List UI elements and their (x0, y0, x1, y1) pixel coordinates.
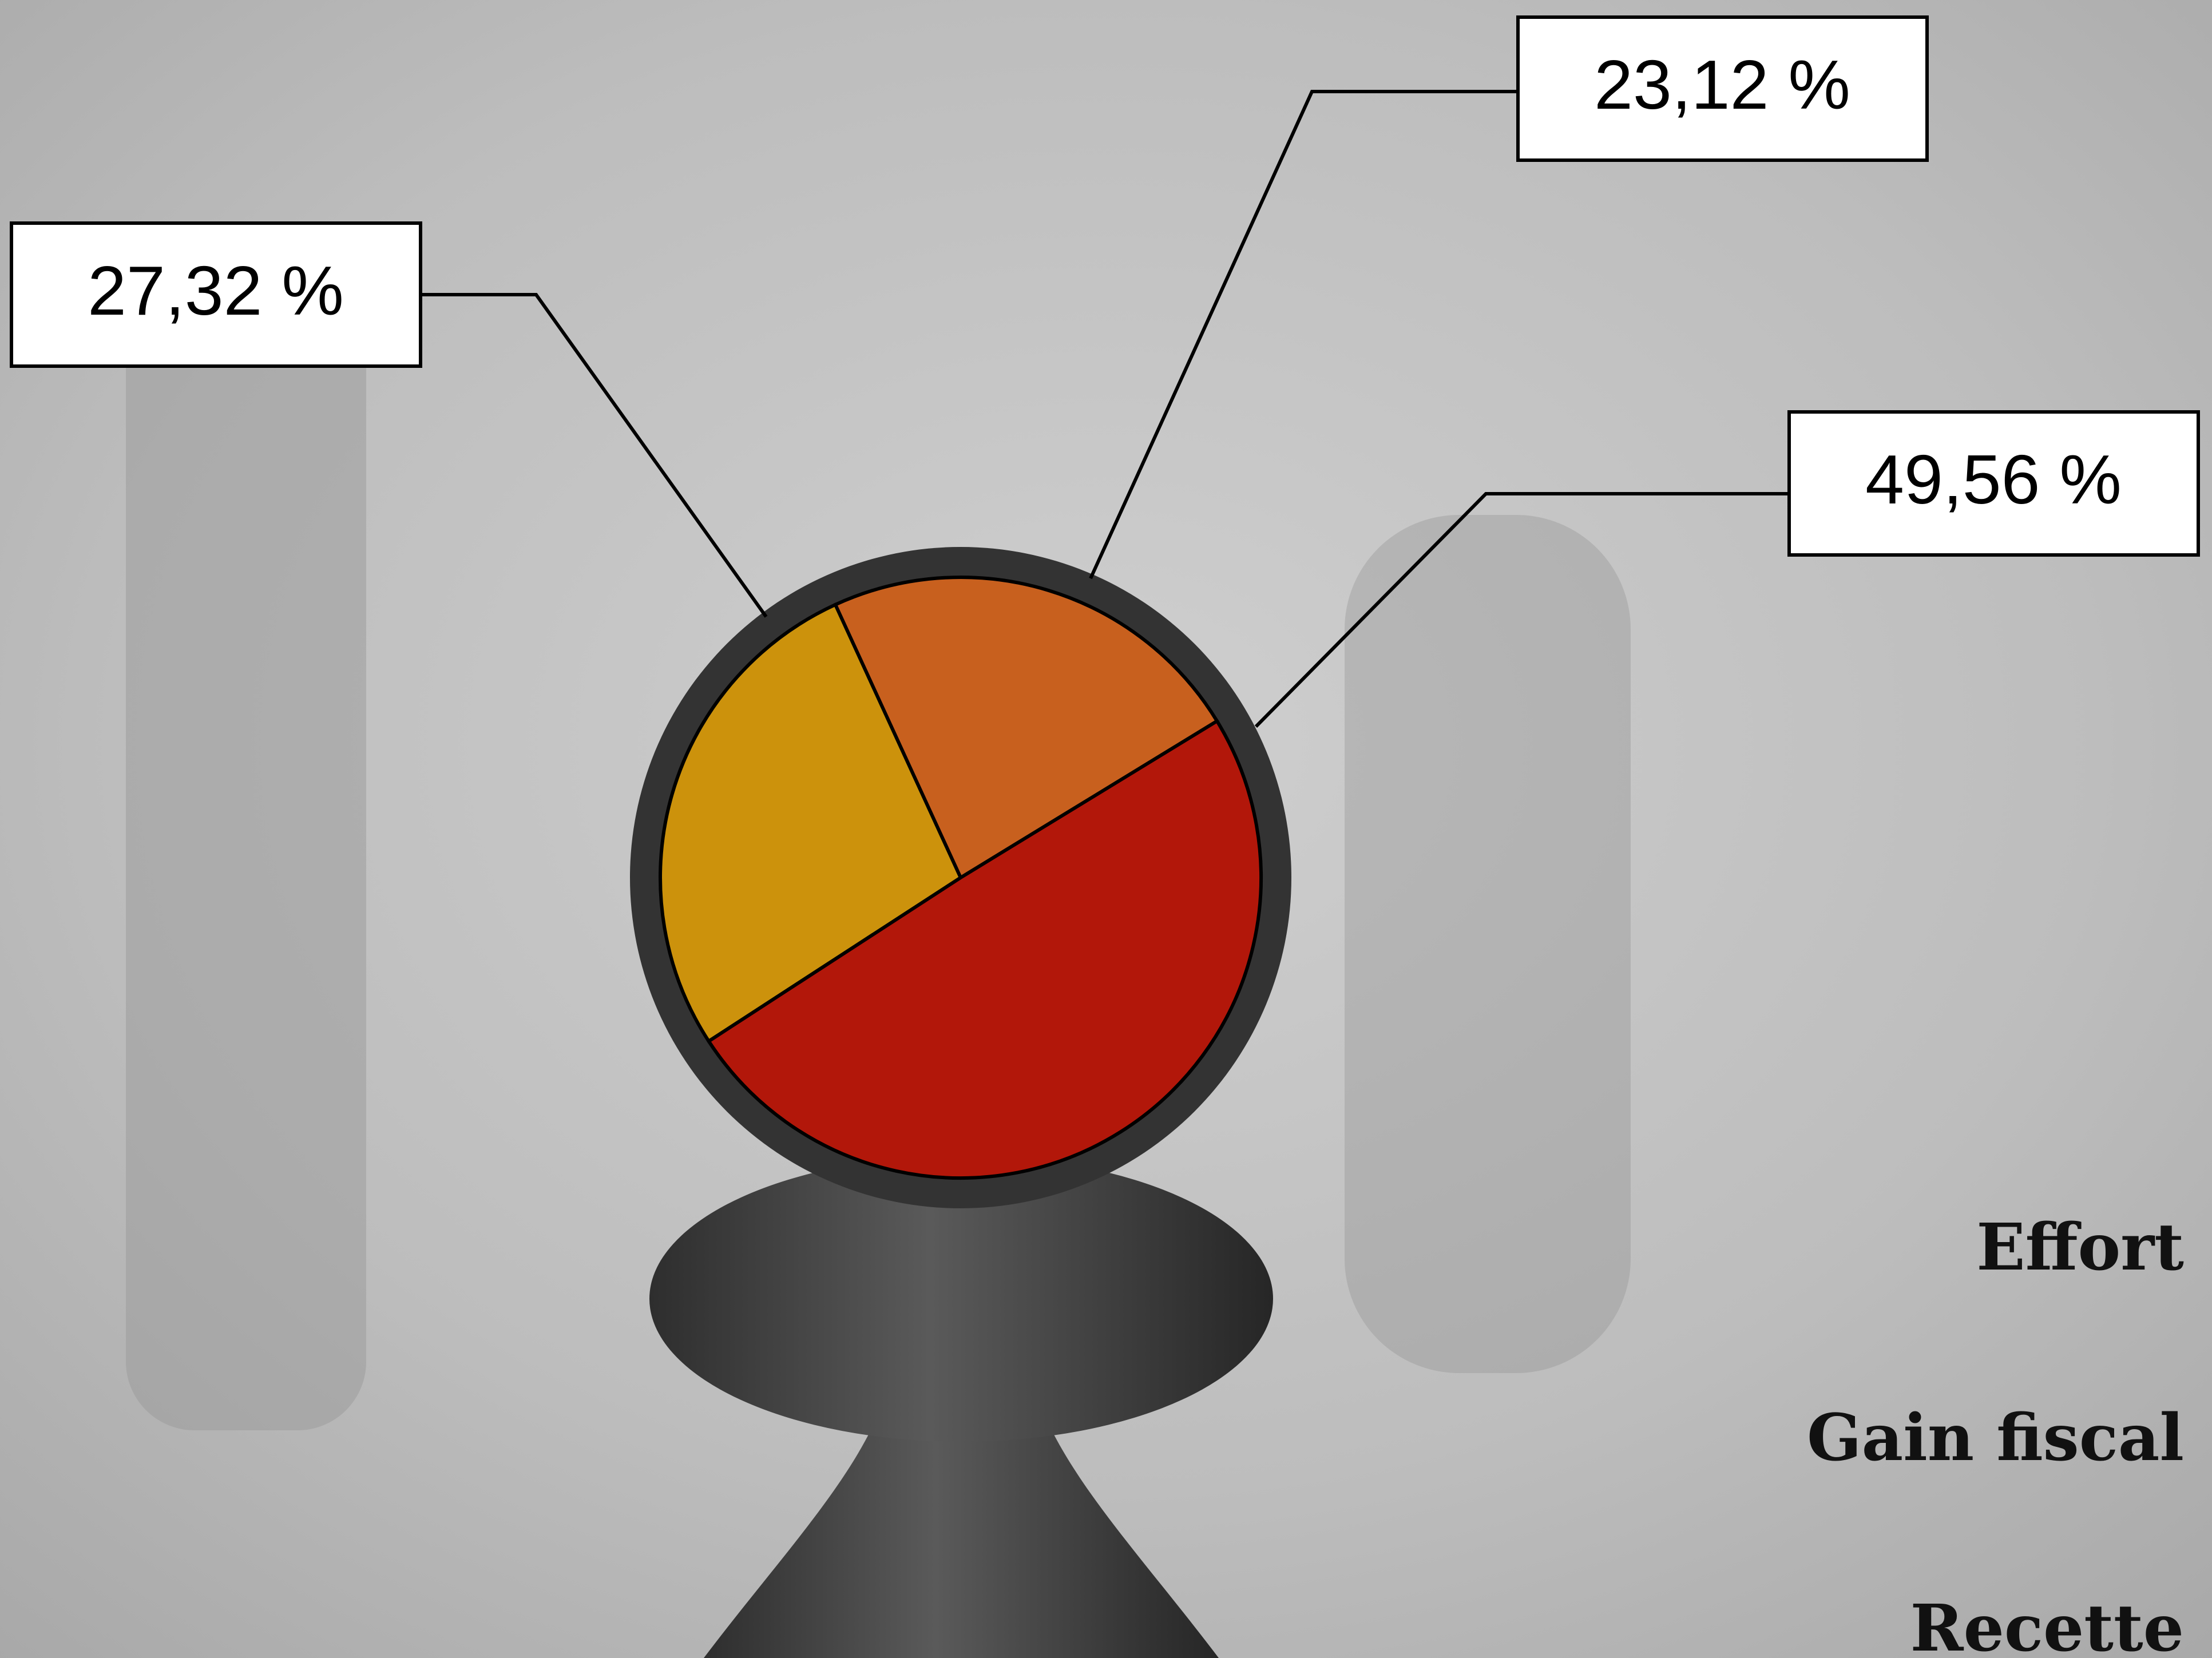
leaders (421, 90, 1789, 728)
background-piece (126, 286, 366, 1430)
label-box (1516, 15, 1929, 162)
leader-line (1254, 492, 1789, 728)
pawn-collar (649, 1156, 1273, 1442)
leader-line (421, 293, 768, 618)
leader-line (1089, 90, 1518, 580)
legend-label: Recette (1910, 1591, 2184, 1658)
pawn-base (704, 1373, 1219, 1658)
label-box (1787, 410, 2200, 557)
label-box (10, 221, 422, 368)
pie-slice (706, 719, 1263, 1180)
data-label: 27,32 % (88, 252, 344, 330)
pie-slice (659, 602, 963, 1044)
data-label: 23,12 % (1594, 46, 1850, 124)
legend-label: Effort (1976, 1210, 2184, 1285)
legend-label: Gain fiscal (1807, 1401, 2184, 1475)
pie-slice (833, 576, 1220, 880)
data-label: 49,56 % (1865, 441, 2122, 518)
background-piece (1345, 515, 1631, 1373)
